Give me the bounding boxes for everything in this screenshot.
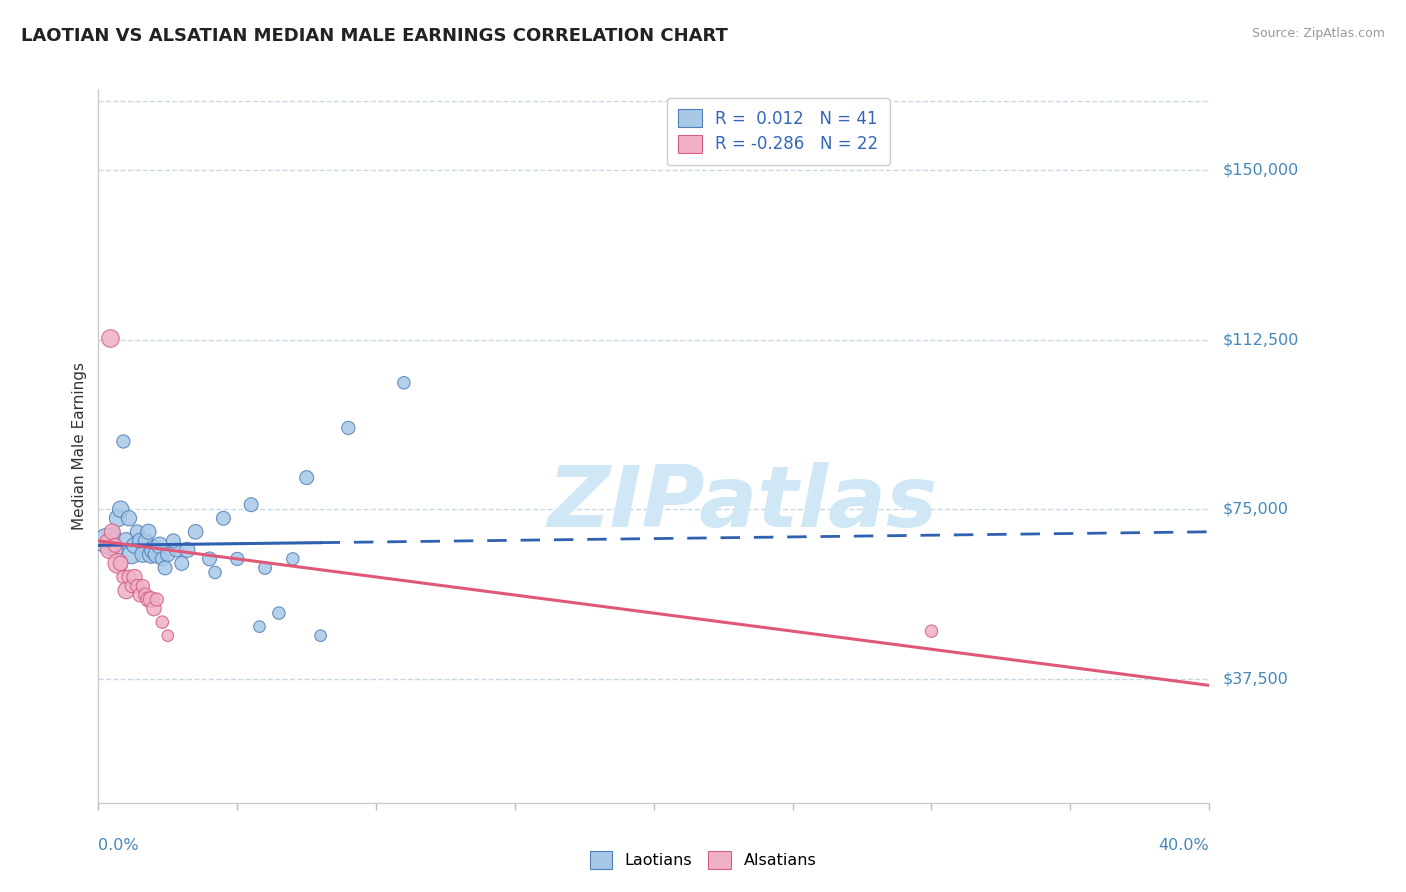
Text: $150,000: $150,000 <box>1223 163 1299 178</box>
Point <box>176 542 198 557</box>
Point <box>129 588 152 602</box>
Point <box>112 434 135 449</box>
Point <box>267 606 290 620</box>
Point <box>254 561 277 575</box>
Point <box>156 629 179 643</box>
Point <box>145 592 167 607</box>
Point <box>138 524 160 539</box>
Text: 0.0%: 0.0% <box>98 838 139 854</box>
Point <box>115 533 138 548</box>
Point <box>132 579 155 593</box>
Point <box>150 552 173 566</box>
Text: $37,500: $37,500 <box>1223 671 1289 686</box>
Point <box>98 330 121 344</box>
Point <box>143 601 166 615</box>
Point <box>141 592 163 607</box>
Point <box>135 533 157 548</box>
Point <box>121 548 143 562</box>
Point <box>240 498 263 512</box>
Point <box>96 533 118 548</box>
Legend: R =  0.012   N = 41, R = -0.286   N = 22: R = 0.012 N = 41, R = -0.286 N = 22 <box>666 97 890 165</box>
Point <box>101 524 124 539</box>
Point <box>162 533 184 548</box>
Point <box>141 548 163 562</box>
Point <box>98 542 121 557</box>
Text: $75,000: $75,000 <box>1223 501 1289 516</box>
Point <box>118 511 141 525</box>
Point <box>156 548 179 562</box>
Point <box>132 548 155 562</box>
Point <box>337 421 360 435</box>
Point <box>143 542 166 557</box>
Point <box>150 615 173 629</box>
Point <box>127 524 149 539</box>
Point <box>153 561 176 575</box>
Point <box>127 579 149 593</box>
Point <box>921 624 943 639</box>
Point <box>170 557 193 571</box>
Point <box>309 629 332 643</box>
Point <box>295 470 318 484</box>
Point <box>184 524 207 539</box>
Point <box>96 533 118 548</box>
Point <box>112 570 135 584</box>
Point <box>129 533 152 548</box>
Point <box>110 502 132 516</box>
Point <box>148 538 170 552</box>
Point <box>115 583 138 598</box>
Legend: Laotians, Alsatians: Laotians, Alsatians <box>583 845 823 875</box>
Point <box>212 511 235 525</box>
Text: 40.0%: 40.0% <box>1159 838 1209 854</box>
Point <box>107 511 129 525</box>
Point <box>198 552 221 566</box>
Text: Source: ZipAtlas.com: Source: ZipAtlas.com <box>1251 27 1385 40</box>
Point <box>392 376 415 390</box>
Text: LAOTIAN VS ALSATIAN MEDIAN MALE EARNINGS CORRELATION CHART: LAOTIAN VS ALSATIAN MEDIAN MALE EARNINGS… <box>21 27 728 45</box>
Point <box>135 588 157 602</box>
Point <box>226 552 249 566</box>
Point <box>110 557 132 571</box>
Point <box>104 538 127 552</box>
Point <box>165 542 187 557</box>
Point <box>281 552 304 566</box>
Text: $112,500: $112,500 <box>1223 333 1299 347</box>
Point <box>249 620 271 634</box>
Text: ZIPatlas: ZIPatlas <box>547 461 938 545</box>
Point <box>204 566 226 580</box>
Point <box>101 529 124 543</box>
Point <box>118 570 141 584</box>
Point <box>145 548 167 562</box>
Point <box>121 579 143 593</box>
Point <box>104 542 127 557</box>
Y-axis label: Median Male Earnings: Median Male Earnings <box>72 362 87 530</box>
Point <box>124 538 146 552</box>
Point <box>107 557 129 571</box>
Point <box>124 570 146 584</box>
Point <box>98 538 121 552</box>
Point <box>138 592 160 607</box>
